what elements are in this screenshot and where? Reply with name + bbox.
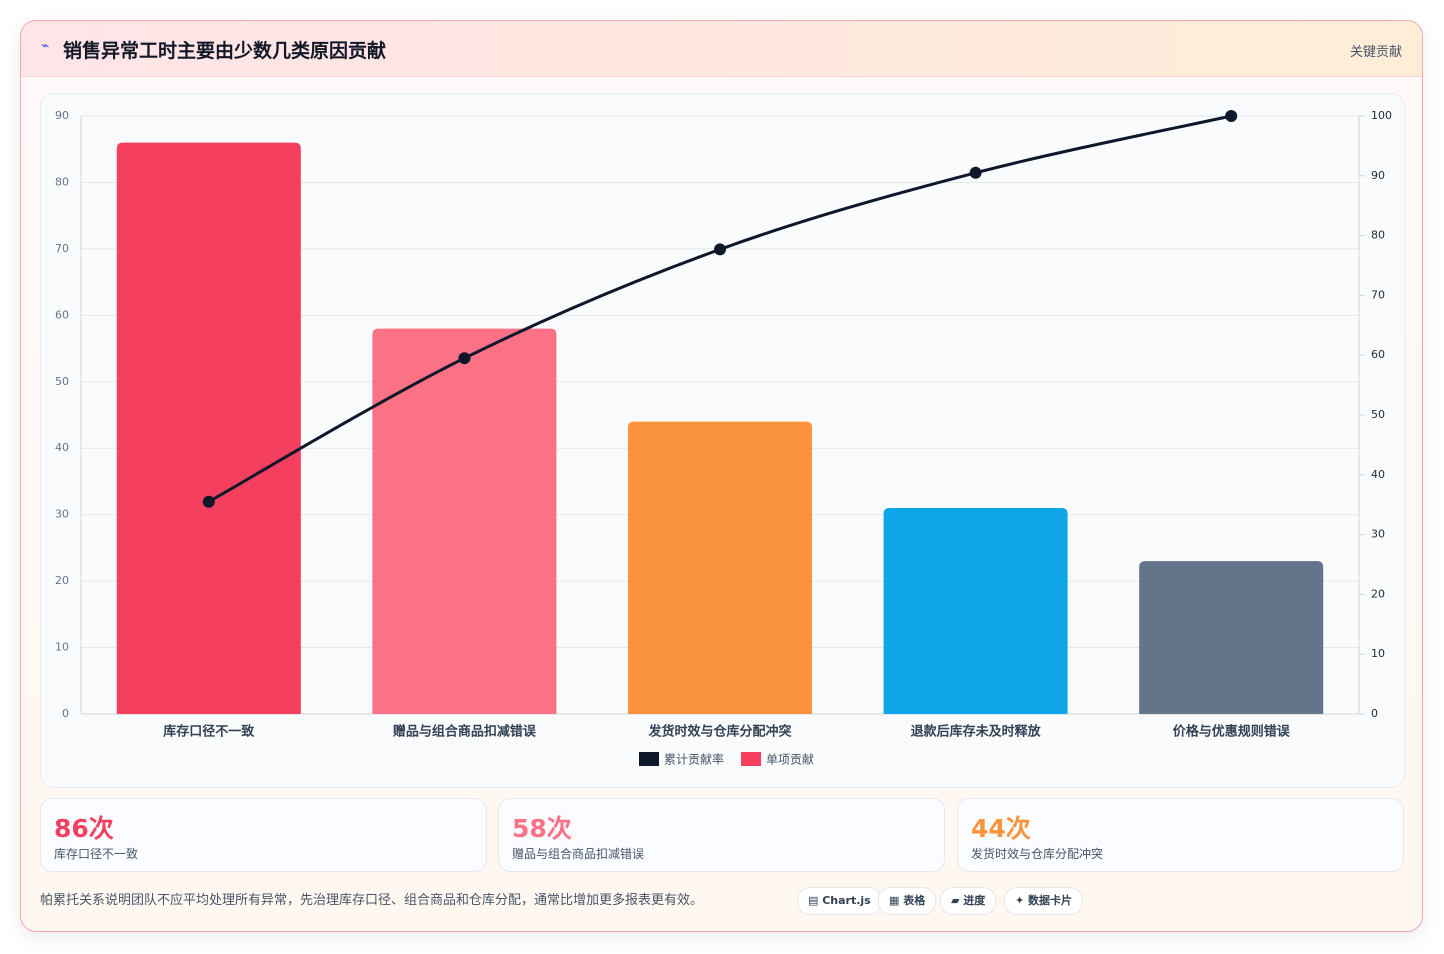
- stat-card: 86次库存口径不一致: [40, 798, 487, 872]
- stat-card: 58次赠品与组合商品扣减错误: [498, 798, 945, 872]
- stat-value: 86次: [54, 814, 114, 843]
- legend-swatch: [741, 752, 762, 766]
- footer-note: 帕累托关系说明团队不应平均处理所有异常，先治理库存口径、组合商品和仓库分配，通常…: [40, 893, 704, 908]
- y2-tick-label: 80: [1371, 229, 1385, 242]
- y-tick-label: 80: [55, 175, 69, 188]
- point: [714, 243, 726, 256]
- y-tick-label: 30: [55, 508, 69, 521]
- y-tick-label: 40: [55, 441, 69, 454]
- y-tick-label: 90: [55, 109, 69, 122]
- header: ⌁ 销售异常工时主要由少数几类原因贡献 关键贡献: [21, 21, 1422, 77]
- stat-card: 44次发货时效与仓库分配冲突: [957, 798, 1404, 872]
- x-tick-label: 退款后库存未及时释放: [911, 724, 1042, 740]
- y2-tick-label: 40: [1371, 468, 1385, 481]
- stat-value: 58次: [512, 814, 572, 843]
- y2-tick-label: 30: [1371, 528, 1385, 541]
- stat-value: 44次: [971, 814, 1031, 843]
- y2-tick-label: 100: [1371, 109, 1392, 122]
- chip[interactable]: ▤ Chart.js: [797, 887, 882, 915]
- y2-tick-label: 60: [1371, 348, 1385, 361]
- card: ⌁ 销售异常工时主要由少数几类原因贡献 关键贡献 0 10 20 30 40 50 60 70…: [20, 20, 1423, 932]
- bar: [1139, 561, 1324, 714]
- chip[interactable]: ▦ 表格: [878, 887, 937, 915]
- stat-label: 赠品与组合商品扣减错误: [512, 847, 645, 861]
- y-tick-label: 20: [55, 574, 69, 587]
- y2-tick-label: 50: [1371, 408, 1385, 421]
- y2-tick-label: 10: [1371, 647, 1385, 660]
- y-tick-label: 50: [55, 375, 69, 388]
- legend-swatch: [639, 752, 659, 766]
- x-tick-label: 发货时效与仓库分配冲突: [647, 724, 791, 740]
- chip[interactable]: ▰ 进度: [940, 887, 997, 915]
- y2-tick-label: 20: [1371, 587, 1385, 600]
- header-icon: ⌁: [41, 38, 50, 54]
- y2-tick-label: 70: [1371, 288, 1385, 301]
- bar: [883, 508, 1068, 714]
- bar: [116, 142, 301, 715]
- bar: [372, 328, 557, 714]
- y2-tick-label: 90: [1371, 169, 1385, 182]
- chart: 0 10 20 30 40 50 60 70 80 90 0 10 20 30 40 50 60 70 80 90 10…: [55, 109, 1392, 767]
- legend-label: 累计贡献率: [664, 752, 724, 767]
- y2-tick-label: 0: [1371, 707, 1378, 720]
- y-tick-label: 10: [55, 641, 69, 654]
- point: [202, 495, 215, 508]
- x-tick-label: 赠品与组合商品扣减错误: [393, 724, 537, 740]
- x-tick-label: 价格与优惠规则错误: [1173, 724, 1291, 740]
- y-tick-label: 60: [55, 308, 69, 321]
- chip[interactable]: ✦ 数据卡片: [1004, 887, 1084, 915]
- stat-label: 库存口径不一致: [54, 847, 139, 861]
- bar: [627, 421, 813, 714]
- point: [1225, 110, 1238, 122]
- legend-label: 单项贡献: [766, 752, 814, 767]
- x-tick-label: 库存口径不一致: [163, 724, 255, 740]
- chart-panel: 0 10 20 30 40 50 60 70 80 90 0 10 20 30 40 50 60 70 80 90 10…: [40, 93, 1405, 788]
- header-title: 销售异常工时主要由少数几类原因贡献: [63, 40, 387, 62]
- y-tick-label: 70: [55, 242, 69, 255]
- y-tick-label: 0: [62, 707, 69, 720]
- point: [969, 166, 982, 179]
- header-tag: 关键贡献: [1349, 45, 1402, 60]
- point: [458, 352, 471, 365]
- stat-label: 发货时效与仓库分配冲突: [971, 847, 1104, 861]
